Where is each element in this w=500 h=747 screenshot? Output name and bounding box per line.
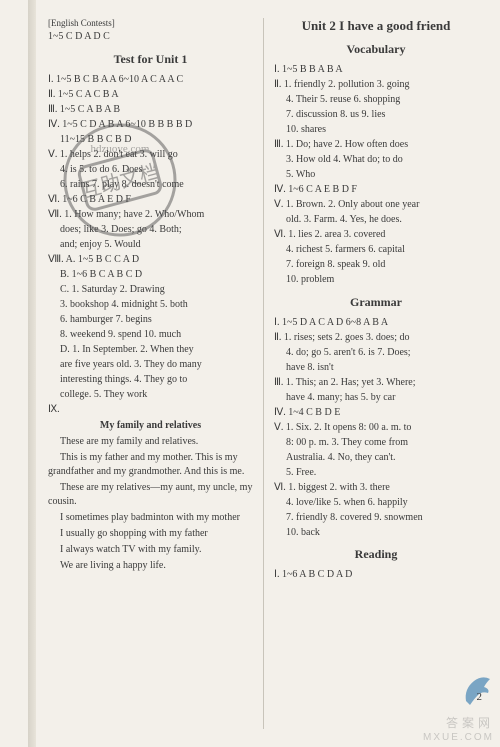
essay-p2: This is my father and my mother. This is…	[48, 451, 253, 479]
ans-C1: C. 1. Saturday 2. Drawing	[48, 283, 253, 297]
ans-III: Ⅲ. 1~5 C A B A B	[48, 103, 253, 117]
ans-V3: 6. rains 7. play 8. doesn't come	[48, 178, 253, 192]
v-VI4: 10. problem	[274, 273, 478, 287]
v-III1: Ⅲ. 1. Do; have 2. How often does	[274, 138, 478, 152]
essay-title: My family and relatives	[48, 420, 253, 431]
ans-C3: 6. hamburger 7. begins	[48, 313, 253, 327]
ans-C2: 3. bookshop 4. midnight 5. both	[48, 298, 253, 312]
essay-p3: These are my relatives—my aunt, my uncle…	[48, 481, 253, 509]
ans-VI: Ⅵ. 1~6 C B A E D F	[48, 193, 253, 207]
ans-VII2: does; like 3. Does; go 4. Both;	[48, 223, 253, 237]
dolphin-icon	[462, 671, 494, 709]
ans-VIIIB: B. 1~6 B C A B C D	[48, 268, 253, 282]
g-V3: Australia. 4. No, they can't.	[274, 451, 478, 465]
test-title: Test for Unit 1	[48, 52, 253, 67]
page-spine	[28, 0, 36, 747]
ans-IVb: 11~15 B B C B D	[48, 133, 253, 147]
ans-V1: Ⅴ. 1. helps 2. don't eat 3. will go	[48, 148, 253, 162]
v-VI3: 7. foreign 8. speak 9. old	[274, 258, 478, 272]
ans-IV: Ⅳ. 1~5 C D A B A 6~10 B B B B D	[48, 118, 253, 132]
ans-IX: Ⅸ.	[48, 403, 253, 417]
contest-label: [English Contests]	[48, 18, 253, 28]
essay-p4: I sometimes play badminton with my mothe…	[48, 511, 253, 525]
right-column: Unit 2 I have a good friend Vocabulary Ⅰ…	[263, 18, 484, 729]
g-II3: have 8. isn't	[274, 361, 478, 375]
essay-p1: These are my family and relatives.	[48, 435, 253, 449]
v-III3: 5. Who	[274, 168, 478, 182]
essay-p7: We are living a happy life.	[48, 559, 253, 573]
top-answers: 1~5 C D A D C	[48, 30, 253, 44]
grammar-heading: Grammar	[274, 295, 478, 310]
ans-II: Ⅱ. 1~5 C A C B A	[48, 88, 253, 102]
g-II1: Ⅱ. 1. rises; sets 2. goes 3. does; do	[274, 331, 478, 345]
v-I: Ⅰ. 1~5 B B A B A	[274, 63, 478, 77]
g-VI3: 7. friendly 8. covered 9. snowmen	[274, 511, 478, 525]
g-V1: Ⅴ. 1. Six. 2. It opens 8: 00 a. m. to	[274, 421, 478, 435]
reading-heading: Reading	[274, 547, 478, 562]
v-III2: 3. How old 4. What do; to do	[274, 153, 478, 167]
v-VI1: Ⅵ. 1. lies 2. area 3. covered	[274, 228, 478, 242]
essay-p6: I always watch TV with my family.	[48, 543, 253, 557]
watermark-cn: 答案网	[446, 714, 494, 731]
ans-D1: D. 1. In September. 2. When they	[48, 343, 253, 357]
g-VI2: 4. love/like 5. when 6. happily	[274, 496, 478, 510]
r-I: Ⅰ. 1~6 A B C D A D	[274, 568, 478, 582]
content-columns: [English Contests] 1~5 C D A D C Test fo…	[42, 18, 484, 729]
vocab-heading: Vocabulary	[274, 42, 478, 57]
v-VI2: 4. richest 5. farmers 6. capital	[274, 243, 478, 257]
v-IV: Ⅳ. 1~6 C A E B D F	[274, 183, 478, 197]
v-II2: 4. Their 5. reuse 6. shopping	[274, 93, 478, 107]
ans-V2: 4. is 5. to do 6. Does	[48, 163, 253, 177]
ans-D4: college. 5. They work	[48, 388, 253, 402]
v-II3: 7. discussion 8. us 9. lies	[274, 108, 478, 122]
g-III1: Ⅲ. 1. This; an 2. Has; yet 3. Where;	[274, 376, 478, 390]
v-II1: Ⅱ. 1. friendly 2. pollution 3. going	[274, 78, 478, 92]
ans-VII3: and; enjoy 5. Would	[48, 238, 253, 252]
page-number: 2	[477, 691, 483, 703]
v-II4: 10. shares	[274, 123, 478, 137]
ans-D2: are five years old. 3. They do many	[48, 358, 253, 372]
g-II2: 4. do; go 5. aren't 6. is 7. Does;	[274, 346, 478, 360]
v-V2: old. 3. Farm. 4. Yes, he does.	[274, 213, 478, 227]
ans-D3: interesting things. 4. They go to	[48, 373, 253, 387]
ans-VIIIA: Ⅷ. A. 1~5 B C C A D	[48, 253, 253, 267]
ans-I: Ⅰ. 1~5 B C B A A 6~10 A C A A C	[48, 73, 253, 87]
g-V2: 8: 00 p. m. 3. They come from	[274, 436, 478, 450]
left-column: [English Contests] 1~5 C D A D C Test fo…	[42, 18, 263, 729]
watermark-url: MXUE.COM	[423, 732, 494, 743]
v-V1: Ⅴ. 1. Brown. 2. Only about one year	[274, 198, 478, 212]
g-VI1: Ⅵ. 1. biggest 2. with 3. there	[274, 481, 478, 495]
g-III2: have 4. many; has 5. by car	[274, 391, 478, 405]
g-IV: Ⅳ. 1~4 C B D E	[274, 406, 478, 420]
essay-p5: I usually go shopping with my father	[48, 527, 253, 541]
ans-VII1: Ⅶ. 1. How many; have 2. Who/Whom	[48, 208, 253, 222]
g-VI4: 10. back	[274, 526, 478, 540]
g-I: Ⅰ. 1~5 D A C A D 6~8 A B A	[274, 316, 478, 330]
unit-title: Unit 2 I have a good friend	[274, 18, 478, 34]
ans-C4: 8. weekend 9. spend 10. much	[48, 328, 253, 342]
g-V4: 5. Free.	[274, 466, 478, 480]
